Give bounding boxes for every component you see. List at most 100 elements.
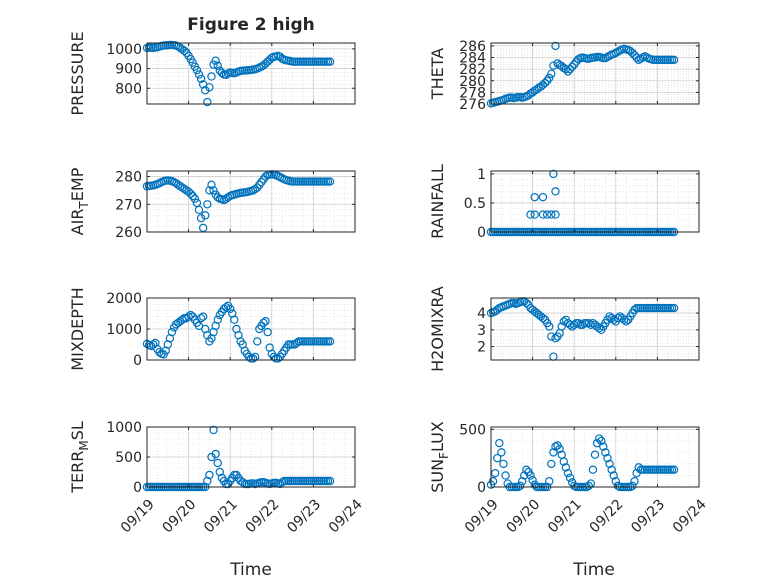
y-axis-label-main: TERR	[68, 451, 87, 494]
y-tick-label: 2000	[106, 291, 142, 307]
y-tick-label: 278	[459, 85, 486, 101]
data-point	[221, 194, 231, 203]
y-axis-label: RAINFALL	[428, 164, 447, 239]
y-tick-label: 0.5	[464, 196, 486, 212]
data-point	[275, 52, 285, 61]
data-point	[190, 194, 200, 203]
y-tick-label: 500	[115, 450, 142, 466]
data-point	[221, 303, 231, 312]
data-point	[547, 210, 556, 219]
figure-title: Figure 2 high	[187, 15, 315, 35]
data-point	[565, 473, 575, 482]
data-point	[563, 468, 573, 478]
y-axis-label: MIXDEPTH	[68, 287, 87, 370]
data-point	[211, 449, 220, 459]
data-point	[628, 48, 637, 58]
y-tick-label: 284	[459, 51, 486, 67]
data-point	[201, 86, 210, 95]
y-tick-label: 1000	[106, 322, 142, 338]
axes-box	[146, 42, 356, 105]
x-tick-label: 09/24	[326, 496, 366, 536]
y-axis-label: H2OMIXRA	[428, 286, 447, 372]
y-axis-label-main: THETA	[428, 48, 447, 100]
data-point	[207, 180, 216, 190]
data-point	[205, 83, 214, 92]
data-point	[551, 210, 560, 219]
data-point	[607, 465, 616, 474]
y-axis-label-main: MIXDEPTH	[68, 287, 87, 370]
data-point	[557, 62, 566, 71]
data-point	[176, 182, 185, 191]
data-point	[538, 313, 548, 323]
y-axis-label-main: PRESSURE	[68, 31, 87, 115]
data-point	[209, 186, 218, 195]
data-point	[515, 481, 525, 491]
data-point	[567, 62, 577, 72]
data-point	[538, 192, 548, 202]
data-point	[522, 298, 531, 308]
data-point	[540, 78, 550, 88]
data-point	[292, 338, 301, 348]
x-tick-label: 09/23	[284, 496, 324, 536]
data-point	[488, 477, 498, 486]
data-point	[545, 322, 554, 331]
y-axis-label-subscript: T	[77, 201, 91, 210]
data-point	[207, 72, 216, 81]
data-point	[565, 320, 575, 330]
data-point	[578, 320, 587, 330]
data-point	[178, 183, 187, 192]
x-axis-label-right: Time	[572, 560, 615, 580]
y-tick-label: 800	[115, 81, 142, 97]
x-tick-label: 09/19	[118, 496, 158, 536]
data-point	[588, 465, 598, 474]
data-point	[619, 315, 629, 324]
y-tick-label: 0	[133, 353, 142, 369]
subplot-air_temp: 260 270 280 AIRTEMP	[68, 167, 356, 241]
data-point	[198, 312, 208, 321]
data-point	[545, 73, 554, 83]
data-point	[186, 189, 195, 198]
data-point	[630, 51, 639, 60]
data-point	[209, 60, 218, 69]
data-point	[497, 448, 506, 457]
subplot-terr_msl: 0 500 1000 09/19 09/20 09/21 09/22 09/23 09/24 TE…	[68, 420, 366, 536]
data-point	[493, 453, 502, 463]
data-point	[549, 448, 558, 457]
data-point	[203, 200, 212, 209]
data-point	[253, 337, 262, 346]
data-point	[205, 470, 214, 480]
data-point	[194, 70, 204, 79]
x-tick-label: 09/21	[201, 496, 241, 536]
data-point	[530, 210, 539, 219]
data-point	[551, 41, 560, 51]
y-tick-label: 1	[477, 167, 486, 183]
data-point	[528, 475, 537, 485]
data-point	[203, 476, 212, 486]
data-point	[669, 465, 679, 474]
data-point	[176, 43, 185, 53]
data-point	[557, 322, 566, 331]
data-point	[325, 337, 335, 346]
data-point	[490, 468, 500, 478]
data-point	[590, 450, 600, 459]
x-axis-label-left: Time	[229, 560, 272, 580]
data-point	[155, 348, 164, 357]
x-tick-label: 09/24	[670, 496, 710, 536]
data-point	[549, 61, 558, 70]
data-point	[149, 340, 158, 349]
y-tick-label: 0	[133, 480, 142, 496]
data-point	[196, 213, 206, 223]
data-point	[180, 46, 189, 56]
data-point	[215, 467, 224, 477]
y-axis-label-rest: EMP	[68, 167, 87, 201]
data-point	[273, 354, 283, 363]
data-point	[551, 187, 560, 196]
data-point	[209, 425, 218, 435]
y-axis-label-main: AIR	[68, 209, 87, 236]
subplot-rainfall: 0 0.5 1 RAINFALL	[428, 164, 700, 241]
data-point	[198, 223, 208, 233]
data-point	[555, 444, 564, 454]
subplot-sun_flux: 0 500 09/19 09/20 09/21 09/22 09/23 09/24 SUNFLU…	[428, 421, 710, 536]
y-tick-label: 276	[459, 97, 486, 113]
